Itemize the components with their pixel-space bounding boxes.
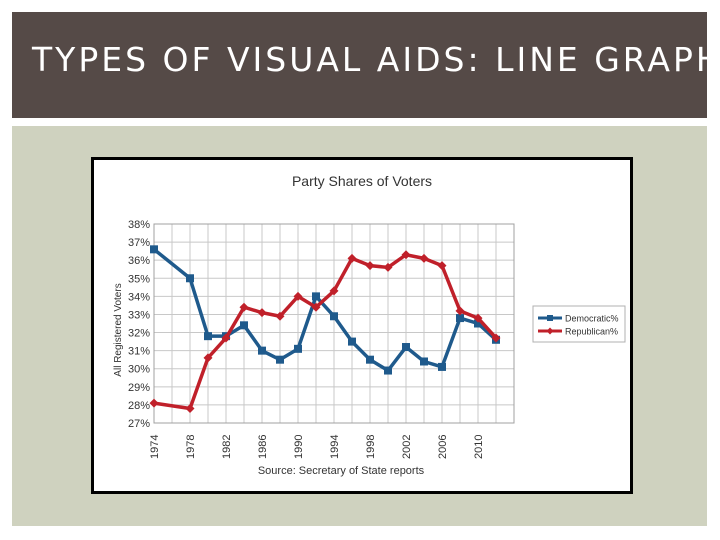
x-tick-label: 2006 [437,435,449,459]
legend-marker-republican [546,327,554,335]
republican-point [185,404,195,414]
democratic-point [420,357,428,366]
x-tick-label: 1998 [365,435,377,459]
y-tick-label: 36% [128,255,150,267]
democratic-point [258,346,266,355]
y-tick-label: 38% [128,219,150,231]
x-tick-label: 1974 [149,435,161,459]
y-tick-labels: 27% 28% 29% 30% 31% 32% 33% 34% 35% 36% 37% 38% [128,219,150,430]
republican-point [275,311,285,321]
x-tick-label: 1978 [185,435,197,459]
republican-point [203,353,213,363]
y-tick-label: 35% [128,273,150,285]
slide-title: TYPES OF VISUAL AIDS: LINE GRAPH [32,40,720,79]
y-tick-label: 37% [128,237,150,249]
republican-point [473,313,483,323]
source-note: Source: Secretary of State reports [258,465,425,477]
republican-point [383,262,393,272]
x-tick-labels: 1974 1978 1982 1986 1990 1994 1998 2002 2006 2010 [149,435,485,459]
x-tick-label: 1982 [221,435,233,459]
democratic-point [240,321,248,330]
democratic-point [474,319,482,328]
legend-box [532,305,626,343]
republican-point [401,250,411,260]
republican-point [149,398,159,408]
democratic-point [366,355,374,364]
democratic-point [276,355,284,364]
legend-label-republican: Republican% [565,327,618,337]
republican-point [455,306,465,316]
y-tick-label: 30% [128,364,150,376]
republican-point [221,333,231,343]
democratic-point [330,312,338,321]
democratic-point [456,314,464,323]
y-tick-label: 29% [128,382,150,394]
x-tick-label: 1990 [293,435,305,459]
chart-title: Party Shares of Voters [292,173,432,189]
y-tick-label: 31% [128,346,150,358]
republican-point [491,333,501,343]
x-tick-label: 1994 [329,435,341,459]
x-tick-label: 1986 [257,435,269,459]
democratic-point [402,343,410,352]
republican-point [347,253,357,263]
republican-point [311,302,321,312]
democratic-point [294,344,302,353]
democratic-line [152,247,498,373]
y-axis-label: All Registered Voters [113,283,124,376]
x-tick-label: 2010 [473,435,485,459]
x-tick-label: 2002 [401,435,413,459]
y-tick-label: 28% [128,400,150,412]
republican-point [419,253,429,263]
republican-point [329,286,339,296]
republican-point [239,302,249,312]
legend-label-democratic: Democratic% [565,314,619,324]
y-tick-label: 33% [128,309,150,321]
legend: Democratic% Republican% [532,305,626,343]
democratic-point [150,245,158,254]
republican-point [293,291,303,301]
y-tick-label: 34% [128,291,150,303]
republican-point [437,261,447,271]
democratic-point [348,337,356,346]
slide-header: TYPES OF VISUAL AIDS: LINE GRAPH [12,12,720,118]
republican-point [365,261,375,271]
democratic-point [384,366,392,375]
democratic-point [312,292,320,301]
plot-area [153,223,515,424]
democratic-point [438,362,446,371]
legend-marker-democratic [547,315,553,321]
democratic-point [204,332,212,341]
democratic-point [186,274,194,283]
y-tick-label: 32% [128,328,150,340]
y-tick-label: 27% [128,418,150,430]
republican-point [257,308,267,318]
grid [153,223,515,424]
series-layer [149,245,501,414]
